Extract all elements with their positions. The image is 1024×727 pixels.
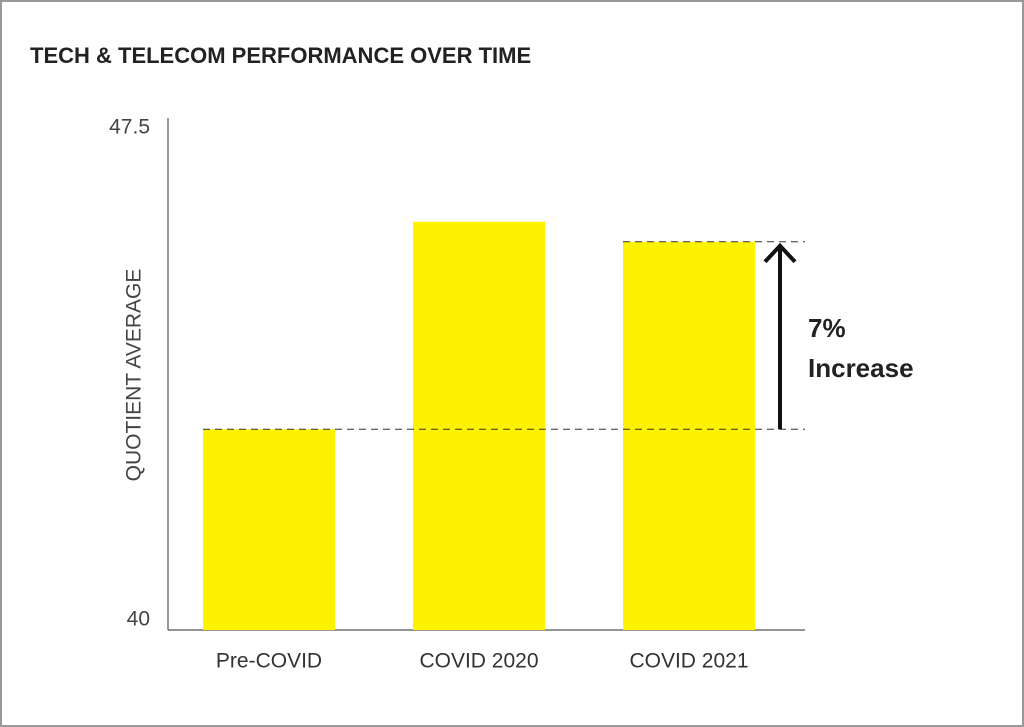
bar [203, 429, 335, 630]
annotation: Increase [808, 353, 914, 383]
x-tick-label: COVID 2020 [419, 650, 538, 673]
chart-title: TECH & TELECOM PERFORMANCE OVER TIME [30, 43, 531, 68]
x-tick-label: COVID 2021 [629, 650, 748, 673]
bar [623, 241, 755, 630]
y-axis-label: QUOTIENT AVERAGE [123, 269, 146, 482]
arrow-head [763, 242, 797, 264]
y-tick-label: 47.5 [109, 116, 150, 139]
y-tick-label: 40 [127, 608, 150, 631]
x-tick-label: Pre-COVID [216, 650, 322, 673]
annotation: 7% [808, 313, 846, 343]
bar [413, 221, 545, 630]
